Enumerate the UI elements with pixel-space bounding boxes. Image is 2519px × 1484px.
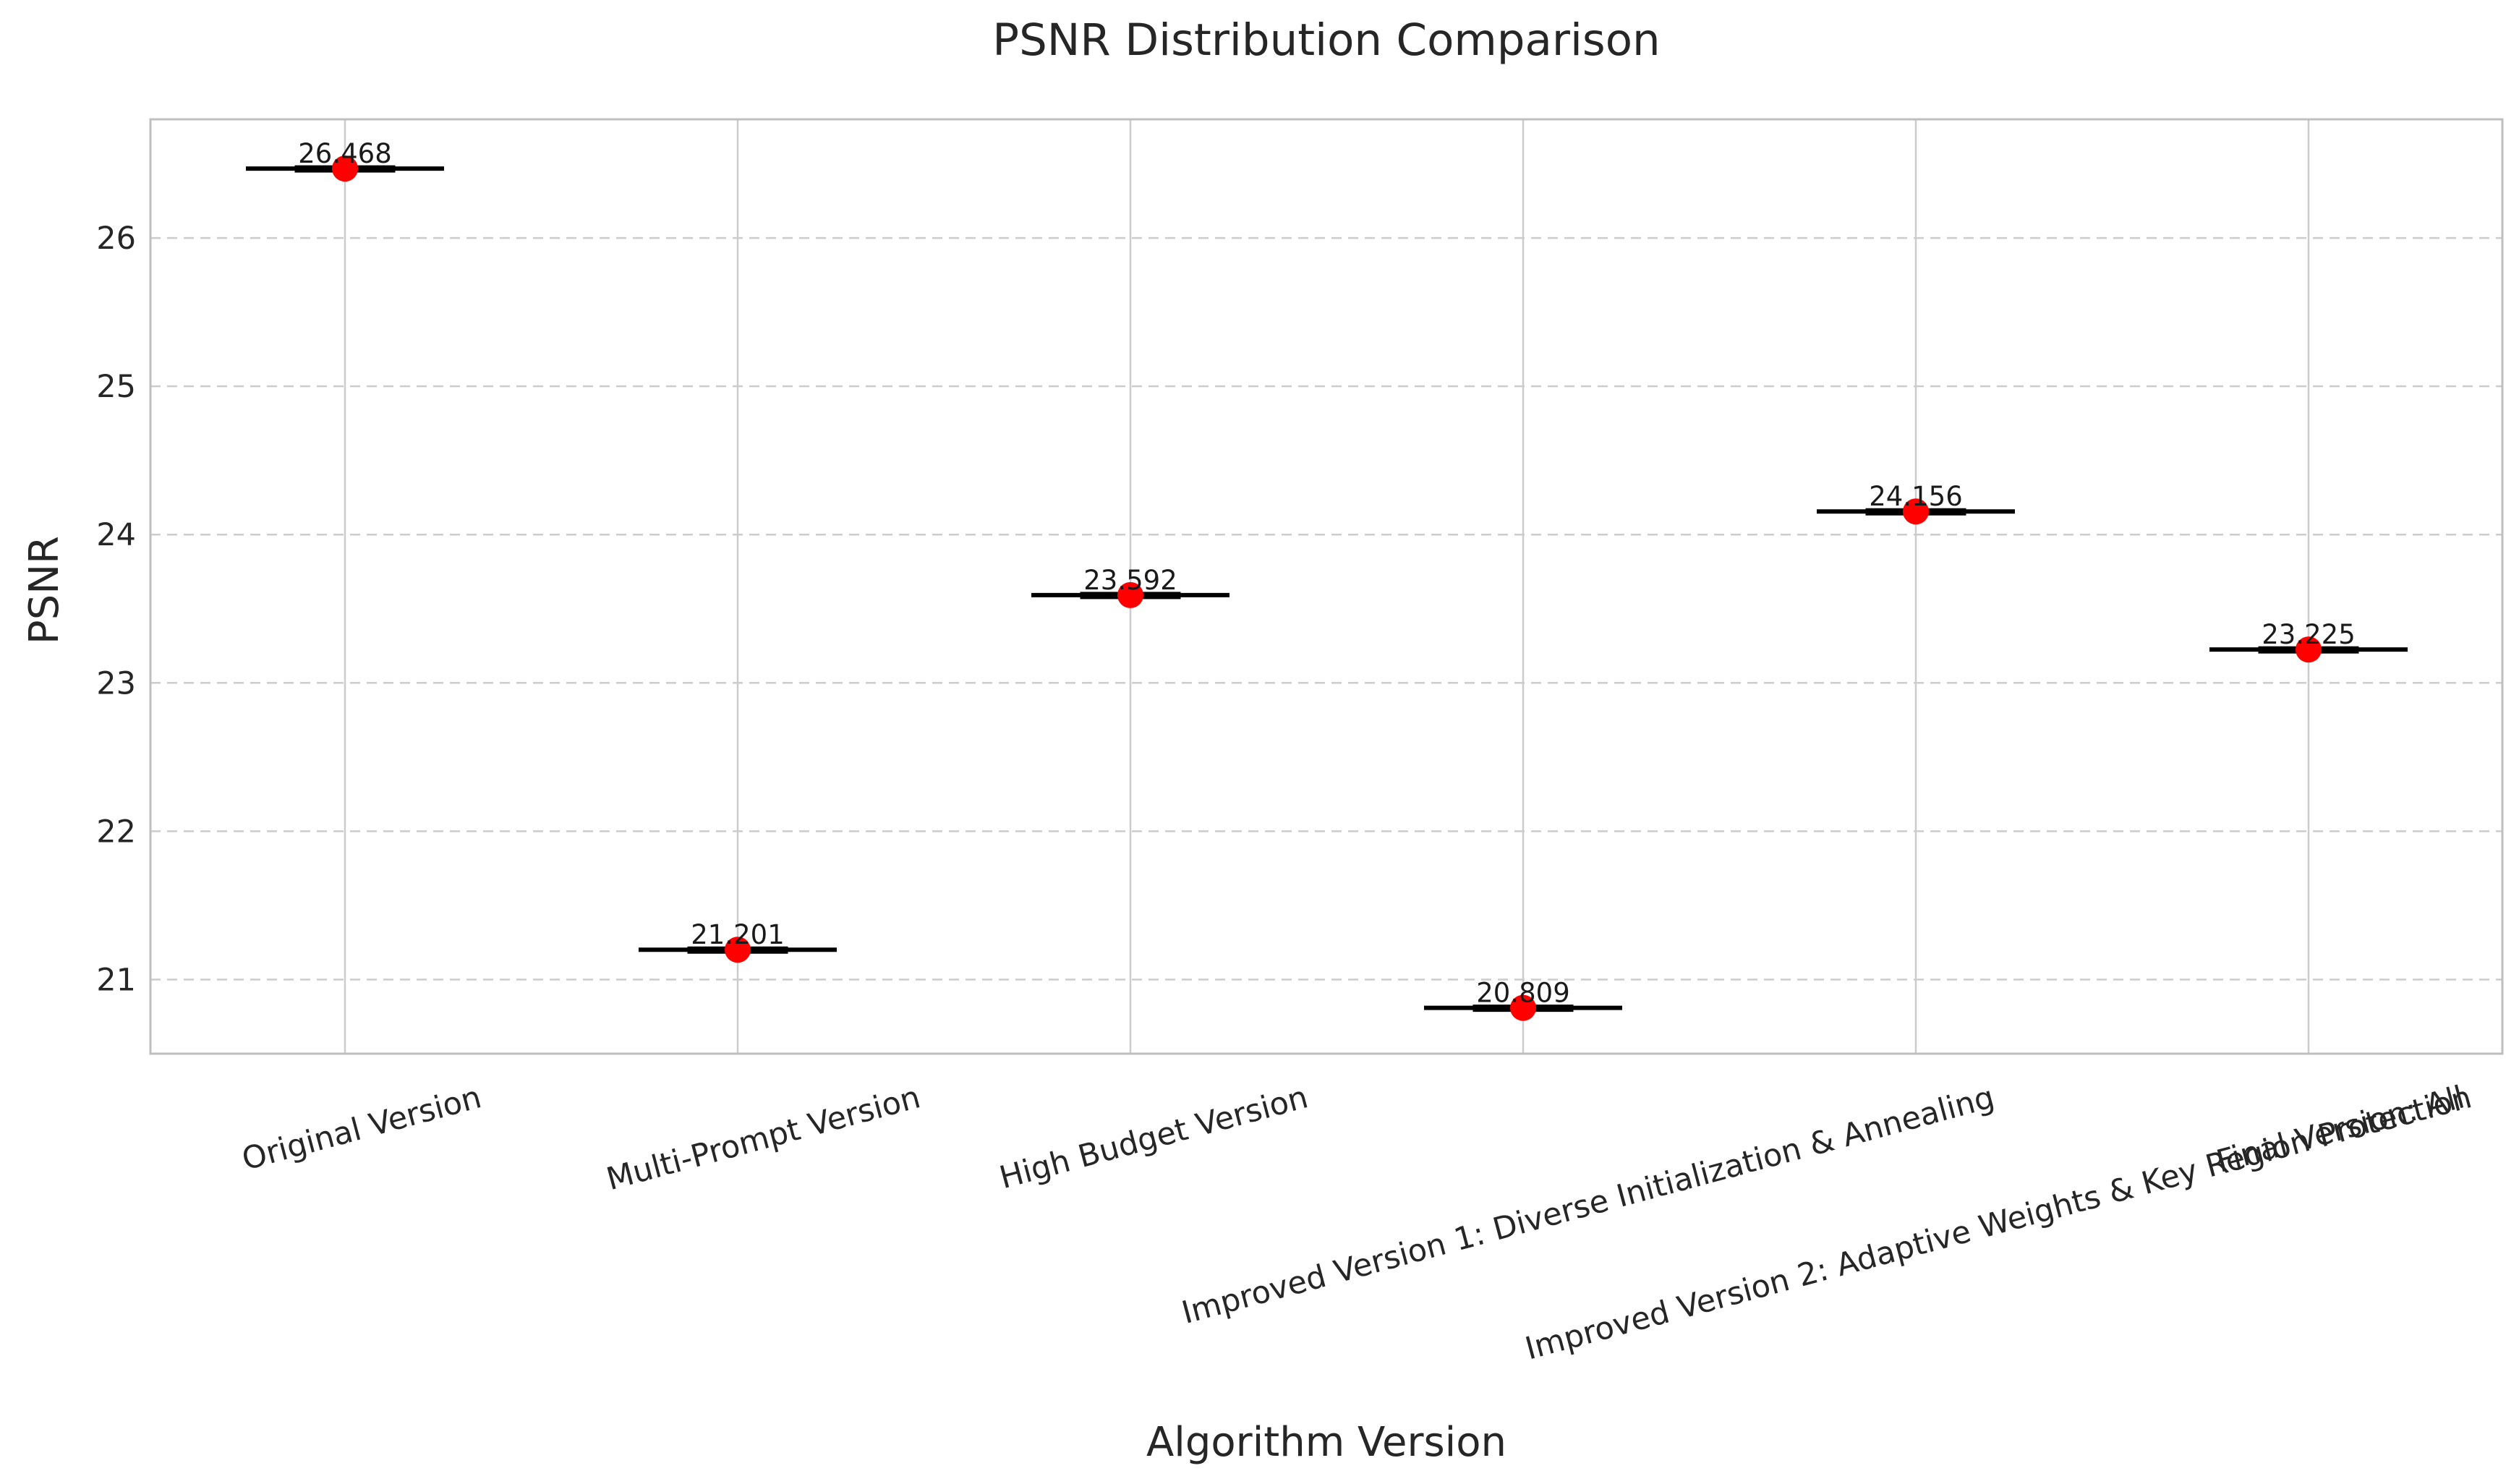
mean-point-3 <box>1117 581 1143 608</box>
x-tick-label: Multi-Prompt Version <box>602 1079 924 1198</box>
mean-point-4 <box>1510 994 1536 1021</box>
mean-point-5 <box>1903 498 1929 525</box>
mean-point-2 <box>725 937 751 963</box>
data-marks: 26.468 21.201 23.592 20.809 24.156 23.225 <box>246 138 2408 1021</box>
y-tick-label: 23 <box>96 665 136 702</box>
chart-title: PSNR Distribution Comparison <box>992 14 1660 66</box>
y-tick-label: 21 <box>96 962 136 998</box>
mean-point-6 <box>2296 636 2322 663</box>
x-grid-lines <box>344 119 2310 1054</box>
value-label-5: 24.156 <box>1869 481 1962 512</box>
mean-point-1 <box>332 155 358 182</box>
x-tick-label: Original Version <box>238 1079 485 1177</box>
value-label-1: 26.468 <box>298 138 391 169</box>
value-label-6: 23.225 <box>2262 619 2355 650</box>
y-tick-labels: 21 22 23 24 25 26 <box>96 221 136 998</box>
x-tick-label: High Budget Version <box>996 1079 1312 1196</box>
y-tick-label: 24 <box>96 517 136 553</box>
y-axis-title: PSNR <box>21 536 68 644</box>
value-label-3: 23.592 <box>1083 565 1177 596</box>
value-label-2: 21.201 <box>691 919 784 950</box>
x-tick-label: Final Version: All <box>2213 1079 2468 1180</box>
y-tick-label: 25 <box>96 369 136 405</box>
value-label-4: 20.809 <box>1476 978 1569 1009</box>
x-tick-label: Improved Version 1: Diverse Initializati… <box>1178 1079 1998 1331</box>
x-tick-labels: Original Version Multi-Prompt Version High… <box>238 1079 2475 1367</box>
y-tick-label: 26 <box>96 221 136 257</box>
x-axis-title: Algorithm Version <box>1146 1419 1506 1466</box>
plot-area-frame <box>149 118 2504 1055</box>
y-grid-lines <box>150 236 2502 981</box>
y-tick-label: 22 <box>96 814 136 850</box>
